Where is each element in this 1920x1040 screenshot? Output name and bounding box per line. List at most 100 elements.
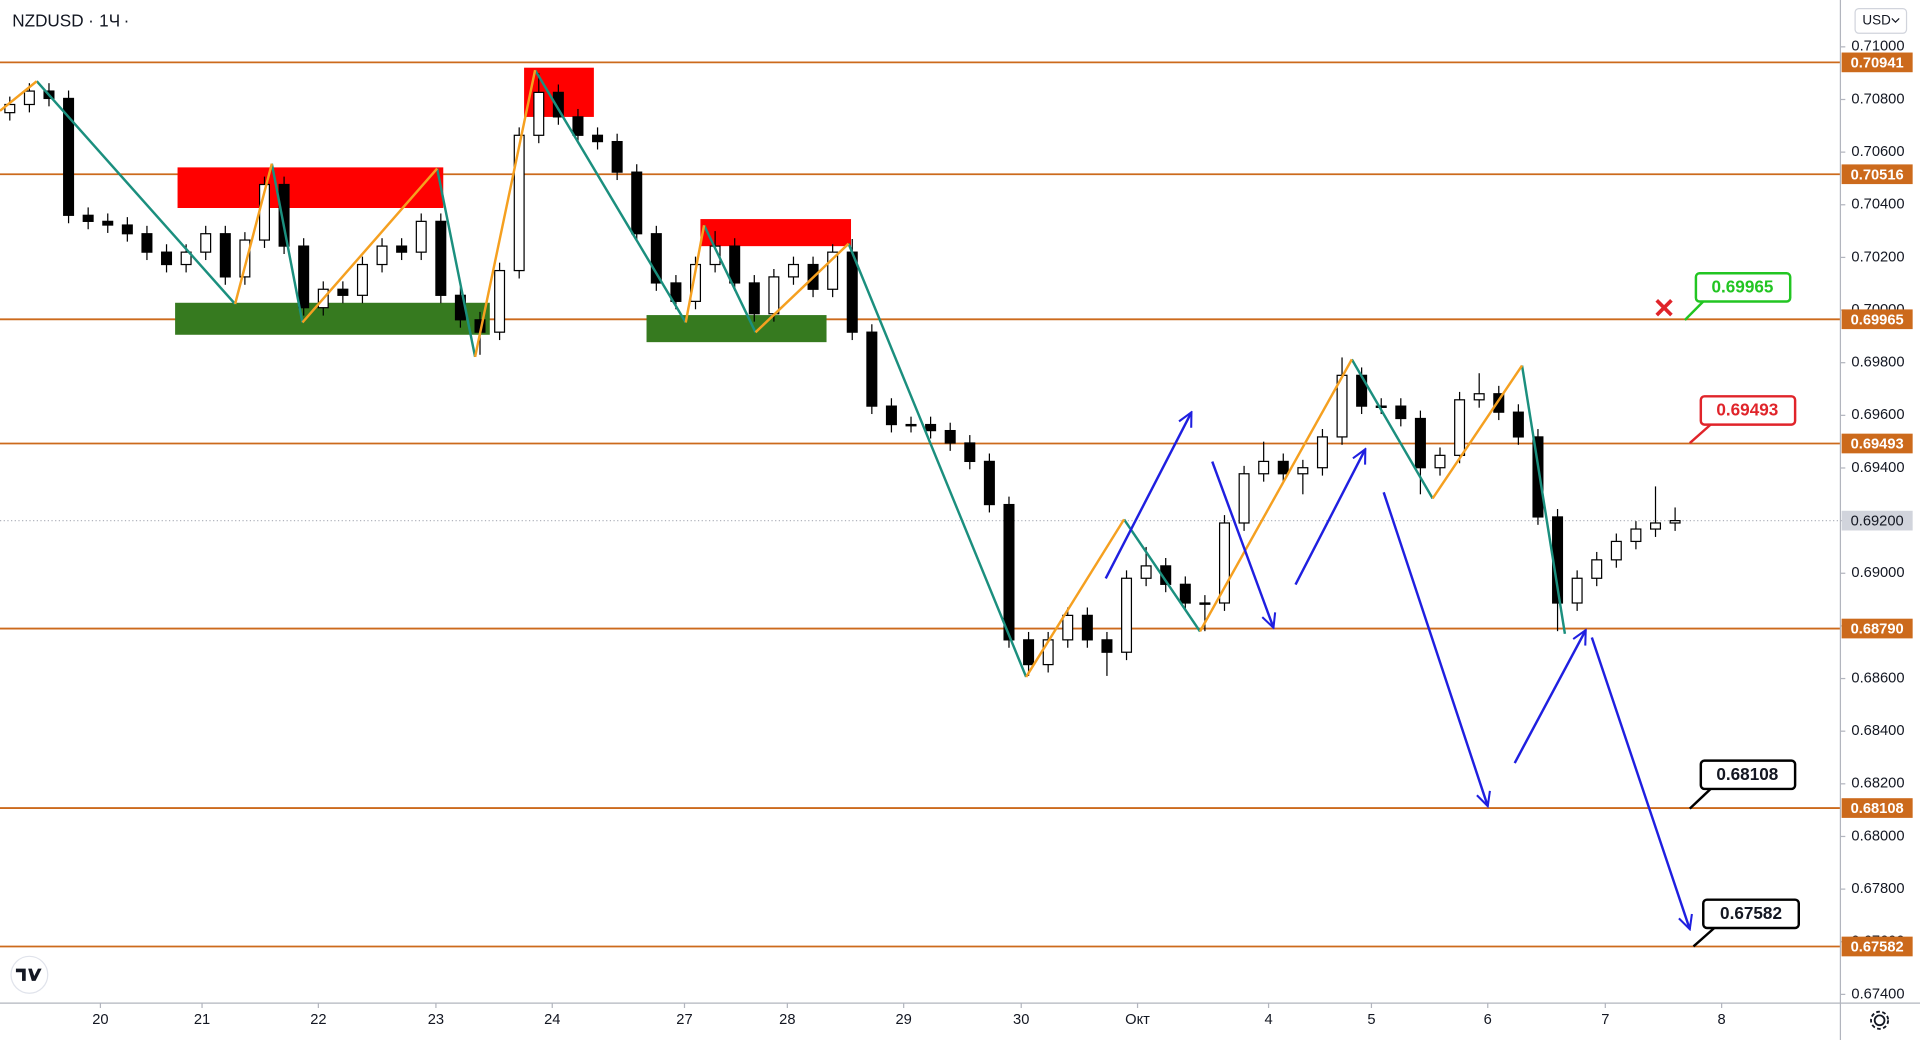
- interval: 1Ч: [99, 11, 120, 31]
- candle-body: [63, 97, 75, 216]
- forecast-arrows: [1104, 412, 1690, 930]
- candle-body: [1297, 467, 1309, 475]
- zigzag-up: [1025, 518, 1126, 678]
- y-tick-label: 0.68200: [1851, 776, 1904, 792]
- candle-body: [533, 91, 545, 136]
- x-tick-label: 24: [544, 1012, 560, 1028]
- candle-body: [513, 134, 525, 272]
- last-price-tag: [1841, 510, 1913, 531]
- level-label: 0.68108: [1851, 801, 1904, 817]
- x-tick-label: 6: [1484, 1012, 1492, 1028]
- candle-body: [670, 282, 682, 302]
- callout-box: [1699, 759, 1797, 791]
- callout: 0.67582: [1692, 898, 1800, 948]
- candle-body: [964, 442, 976, 463]
- level-label: 0.70941: [1851, 55, 1904, 71]
- candle-body: [180, 251, 192, 266]
- currency-button[interactable]: [1854, 7, 1908, 34]
- candle-body: [415, 220, 427, 253]
- candle-body: [1650, 522, 1662, 530]
- callout-label: 0.69493: [1716, 400, 1778, 420]
- last-price-label: 0.69200: [1851, 514, 1904, 530]
- y-tick-label: 0.69400: [1851, 460, 1904, 476]
- candle-body: [239, 239, 251, 278]
- callout-box: [1699, 395, 1797, 426]
- arrow: [1590, 637, 1690, 930]
- candle-body: [1316, 436, 1328, 469]
- candle-body: [650, 233, 662, 284]
- candle-body: [1571, 577, 1583, 604]
- supply-zone: [700, 219, 852, 247]
- x-tick-label: Окт: [1125, 1012, 1150, 1028]
- demand-zone: [646, 315, 827, 343]
- separator: ·: [88, 11, 94, 31]
- gear-center[interactable]: [1873, 1014, 1886, 1027]
- candle-body: [1003, 503, 1015, 641]
- zigzag: [0, 69, 1567, 678]
- candle-body: [337, 288, 349, 296]
- y-tick-label: 0.70200: [1851, 249, 1904, 265]
- gear-teeth[interactable]: [1870, 1010, 1890, 1030]
- level-label: 0.69965: [1851, 312, 1904, 328]
- x-tick-label: 20: [92, 1012, 108, 1028]
- candle-body: [1493, 393, 1505, 413]
- candle-body: [572, 116, 584, 136]
- arrow: [1294, 449, 1367, 586]
- currency[interactable]: USD: [1862, 12, 1891, 27]
- candle-body: [1062, 614, 1074, 641]
- zigzag-down: [35, 80, 237, 305]
- candle-body: [1512, 411, 1524, 438]
- candle-body: [396, 245, 408, 253]
- candle-body: [219, 233, 231, 278]
- dropdown-icon[interactable]: [1891, 18, 1900, 24]
- candle-body: [611, 140, 623, 173]
- logo-bg[interactable]: [10, 955, 49, 994]
- zigzag-up: [754, 242, 850, 334]
- candle-body: [866, 331, 878, 407]
- logo[interactable]: [10, 955, 49, 994]
- y-tick-label: 0.70600: [1851, 144, 1904, 160]
- axes: 0.710000.708000.706000.704000.702000.700…: [92, 39, 1913, 1028]
- level-label: 0.68790: [1851, 622, 1904, 638]
- supply-zone: [177, 167, 444, 208]
- callout: 0.69965: [1684, 272, 1792, 321]
- candle-body: [729, 245, 741, 284]
- candle-body: [102, 220, 114, 226]
- separator: ·: [124, 11, 130, 31]
- callout: 0.68108: [1688, 759, 1797, 810]
- level-tag: [1841, 52, 1913, 73]
- candle-body: [121, 224, 133, 235]
- candle-body: [1414, 417, 1426, 469]
- callout-label: 0.67582: [1720, 903, 1782, 923]
- candle-body: [161, 251, 173, 266]
- candle-body: [787, 263, 799, 278]
- candle-body: [356, 263, 368, 296]
- cancel-mark: [1655, 299, 1673, 317]
- candle-body: [552, 91, 564, 118]
- level-tag: [1841, 618, 1913, 639]
- candle-body: [1238, 473, 1250, 524]
- callout-label: 0.69965: [1711, 277, 1773, 297]
- settings-icon[interactable]: [1870, 1010, 1890, 1030]
- candle-body: [944, 429, 956, 444]
- candle-body: [1610, 540, 1622, 561]
- zigzag-down: [1350, 358, 1434, 500]
- level-label: 0.67582: [1851, 940, 1904, 956]
- candle-body: [1179, 583, 1191, 604]
- x-tick-label: 7: [1601, 1012, 1609, 1028]
- x-tick-label: 28: [779, 1012, 795, 1028]
- zigzag-down: [1520, 365, 1567, 635]
- logo-mark[interactable]: [15, 968, 42, 981]
- candle-body: [592, 134, 604, 143]
- arrow: [1382, 491, 1488, 806]
- candle-body: [827, 251, 839, 290]
- zigzag-up: [0, 80, 38, 112]
- zones: [175, 67, 852, 343]
- zigzag-down: [534, 69, 687, 324]
- callout-pointer: [1688, 788, 1712, 810]
- level-label: 0.69493: [1851, 437, 1904, 453]
- callout: 0.69493: [1688, 395, 1797, 444]
- y-tick-label: 0.70400: [1851, 197, 1904, 213]
